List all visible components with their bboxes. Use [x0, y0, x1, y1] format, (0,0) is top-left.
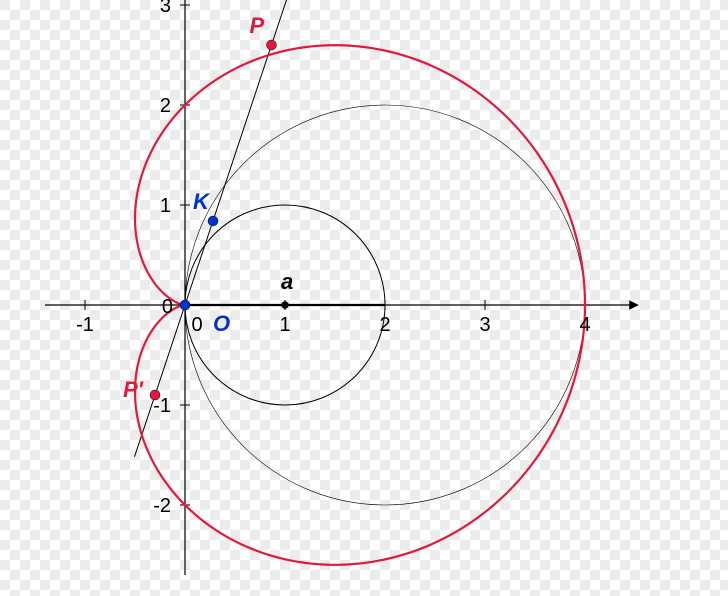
origin-zero-below: 0: [191, 314, 202, 336]
point-label-p: P: [250, 13, 265, 38]
point-p: [267, 40, 277, 50]
y-tick-label: 3: [160, 0, 171, 17]
y-tick-label: 2: [160, 95, 171, 117]
y-tick-label: -1: [153, 395, 171, 417]
point-a: [282, 302, 289, 309]
point-label-k: K: [193, 189, 211, 214]
x-tick-label: 4: [579, 314, 590, 336]
point-label-a: a: [281, 269, 293, 294]
point-o: [180, 300, 190, 310]
x-tick-label: -1: [76, 314, 94, 336]
origin-zero-left: 0: [162, 296, 173, 318]
point-label-pprime: P': [123, 377, 144, 402]
point-label-o: O: [213, 311, 230, 336]
y-tick-label: 1: [160, 195, 171, 217]
x-tick-label: 1: [279, 314, 290, 336]
point-k: [208, 216, 218, 226]
y-tick-label: -2: [153, 495, 171, 517]
x-tick-label: 2: [379, 314, 390, 336]
checker-background: [0, 0, 728, 596]
x-tick-label: 3: [479, 314, 490, 336]
cardioid-plot: -11234-2-112300OKPP'a: [0, 0, 728, 596]
